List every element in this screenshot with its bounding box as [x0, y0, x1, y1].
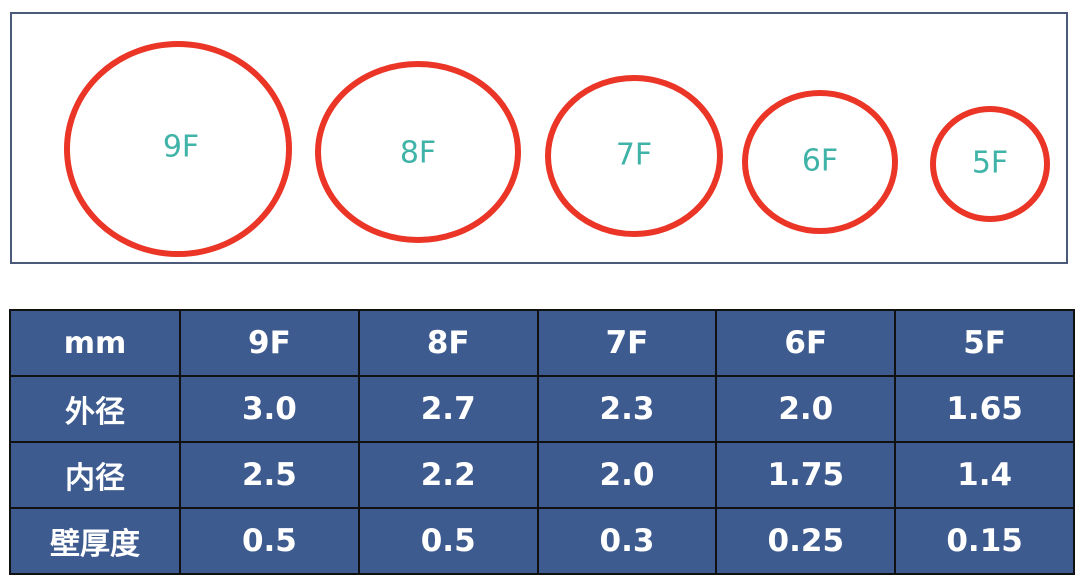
table-cell: 0.15 — [894, 507, 1075, 575]
row-label-outer-diameter: 外径 — [9, 375, 181, 443]
ring-9f-label: 9F — [163, 130, 199, 165]
table-cell: 0.5 — [179, 507, 360, 575]
header-cell-9f: 9F — [179, 309, 360, 377]
table-cell: 1.4 — [894, 441, 1075, 509]
row-label-inner-diameter: 内径 — [9, 441, 181, 509]
table-cell: 2.2 — [357, 441, 539, 509]
ring-6f-label: 6F — [802, 144, 838, 179]
table-cell: 0.3 — [536, 507, 718, 575]
table-cell: 1.65 — [894, 375, 1075, 443]
ring-6f: 6F — [742, 90, 898, 234]
catheter-spec-table: mm 9F 8F 7F 6F 5F 外径 3.0 2.7 2.3 2.0 1.6… — [9, 309, 1075, 575]
header-cell-6f: 6F — [715, 309, 897, 377]
table-row-wall-thickness: 壁厚度 0.5 0.5 0.3 0.25 0.15 — [9, 507, 1075, 575]
ring-8f-label: 8F — [400, 136, 436, 171]
ring-diagram: 9F 8F 7F 6F 5F — [64, 41, 1050, 257]
table-cell: 1.75 — [715, 441, 897, 509]
header-cell-5f: 5F — [894, 309, 1075, 377]
header-cell-unit: mm — [9, 309, 181, 377]
ring-9f: 9F — [64, 41, 292, 257]
table-row-inner-diameter: 内径 2.5 2.2 2.0 1.75 1.4 — [9, 441, 1075, 509]
ring-5f-circle — [930, 106, 1050, 222]
table-cell: 2.0 — [536, 441, 718, 509]
table-cell: 2.7 — [357, 375, 539, 443]
ring-7f: 7F — [545, 75, 723, 237]
ring-8f: 8F — [315, 61, 521, 243]
table-cell: 3.0 — [179, 375, 360, 443]
ring-7f-label: 7F — [616, 138, 652, 173]
ring-9f-circle — [64, 41, 292, 257]
ring-5f-label: 5F — [972, 146, 1008, 181]
table-cell: 0.5 — [357, 507, 539, 575]
header-cell-8f: 8F — [357, 309, 539, 377]
ring-6f-circle — [742, 90, 898, 234]
table-header-row: mm 9F 8F 7F 6F 5F — [9, 309, 1075, 377]
ring-5f: 5F — [930, 106, 1050, 222]
table-cell: 2.3 — [536, 375, 718, 443]
ring-diagram-panel: 9F 8F 7F 6F 5F — [10, 12, 1068, 264]
table-cell: 0.25 — [715, 507, 897, 575]
table-cell: 2.0 — [715, 375, 897, 443]
table-row-outer-diameter: 外径 3.0 2.7 2.3 2.0 1.65 — [9, 375, 1075, 443]
row-label-wall-thickness: 壁厚度 — [9, 507, 181, 575]
table-cell: 2.5 — [179, 441, 360, 509]
ring-8f-circle — [315, 61, 521, 243]
header-cell-7f: 7F — [536, 309, 718, 377]
ring-7f-circle — [545, 75, 723, 237]
